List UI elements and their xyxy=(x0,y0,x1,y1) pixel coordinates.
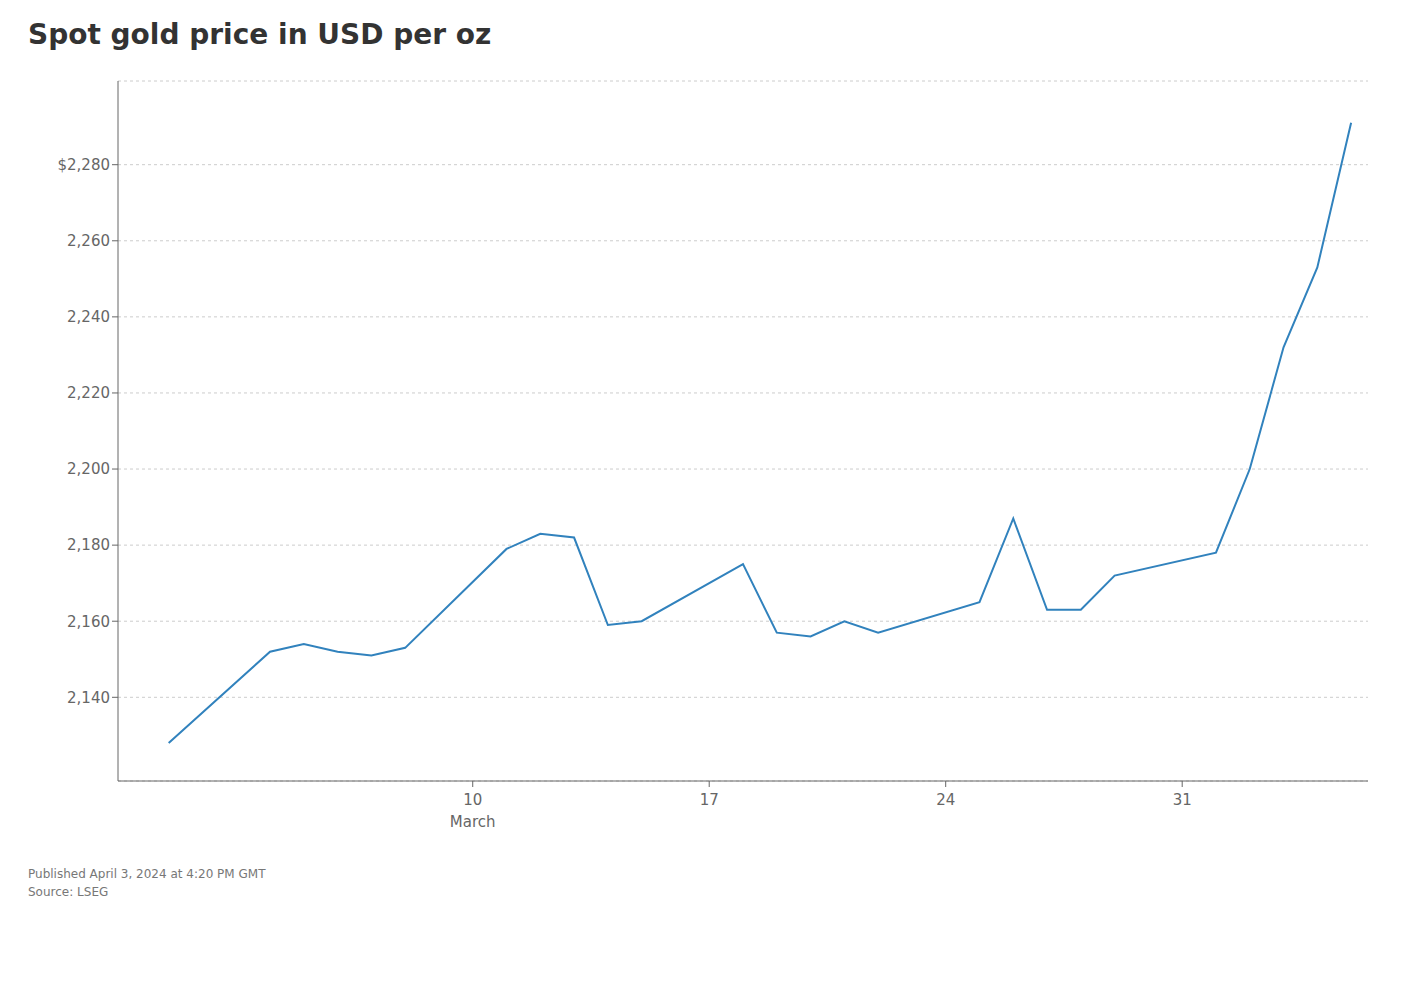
svg-text:2,260: 2,260 xyxy=(67,232,110,250)
svg-text:2,220: 2,220 xyxy=(67,384,110,402)
svg-text:17: 17 xyxy=(700,791,719,809)
html-text:Source: LSEG: Source: LSEG xyxy=(28,885,109,899)
svg-text:10: 10 xyxy=(463,791,482,809)
svg-text:2,160: 2,160 xyxy=(67,613,110,631)
svg-text:31: 31 xyxy=(1173,791,1192,809)
svg-text:2,140: 2,140 xyxy=(67,689,110,707)
svg-text:$2,280: $2,280 xyxy=(58,156,111,174)
svg-text:2,180: 2,180 xyxy=(67,536,110,554)
svg-text:March: March xyxy=(450,813,496,831)
svg-text:2,240: 2,240 xyxy=(67,308,110,326)
html-text:Published April 3, 2024 at 4:2: Published April 3, 2024 at 4:20 PM GMT xyxy=(28,867,266,881)
svg-text:24: 24 xyxy=(936,791,955,809)
svg-text:2,200: 2,200 xyxy=(67,460,110,478)
html-text:Spot gold price in USD per oz: Spot gold price in USD per oz xyxy=(28,18,492,51)
